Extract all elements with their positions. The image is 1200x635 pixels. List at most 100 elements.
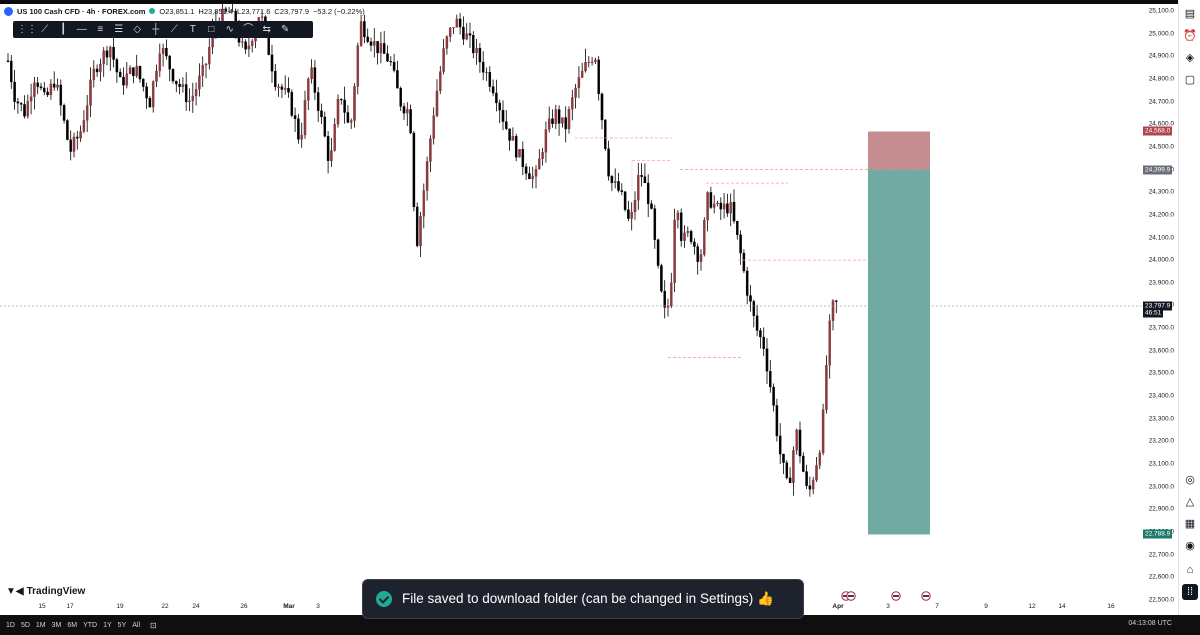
chart-area[interactable] — [0, 4, 1142, 601]
candle-body-up — [445, 36, 449, 49]
target-icon[interactable]: ◎ — [1185, 474, 1195, 486]
candle-body-down — [468, 33, 472, 36]
grid-icon[interactable]: ⋮⋮ — [17, 24, 37, 35]
candle-body-up — [439, 71, 442, 92]
range-button-1d[interactable]: 1D — [6, 621, 15, 629]
candle-body-down — [742, 252, 746, 272]
candle-body-down — [392, 61, 396, 71]
candle-body-up — [204, 63, 208, 66]
utc-clock[interactable]: 04:13:08 UTC — [1128, 620, 1172, 627]
symbol-legend[interactable]: US 100 Cash CFD · 4h · FOREX.com O23,851… — [4, 5, 365, 17]
time-axis[interactable]: 15 17 19 22 24 26 Mar 3 Apr 3 7 9 12 14 16 — [0, 601, 1178, 615]
candle-body-down — [656, 239, 660, 266]
candle-body-down — [458, 18, 462, 28]
candle-body-up — [125, 73, 129, 86]
text-icon[interactable]: T — [189, 24, 196, 35]
price-tick-label: 24,100.0 — [1148, 234, 1174, 241]
candle-body-down — [610, 176, 614, 184]
candle-body-up — [250, 40, 254, 46]
candle-body-up — [455, 18, 459, 28]
candle-body-up — [310, 67, 313, 80]
candle-body-up — [541, 152, 544, 159]
candle-body-down — [739, 234, 742, 254]
candle-body-up — [571, 97, 574, 110]
candle-body-down — [709, 192, 713, 208]
range-button-5d[interactable]: 5D — [20, 621, 30, 629]
tradingview-logo[interactable]: ▼◀ TradingView — [6, 586, 85, 597]
candle-body-up — [300, 134, 303, 140]
candle-body-up — [590, 61, 594, 63]
price-scale[interactable]: 25,100.0 25,000.0 24,900.0 24,800.0 24,700.0… — [1142, 4, 1178, 604]
candle-body-up — [99, 63, 102, 73]
trend-line-icon[interactable]: ⟋ — [41, 24, 49, 35]
candle-body-down — [802, 455, 805, 472]
watchlist-icon[interactable]: ▤ — [1184, 8, 1196, 20]
file-saved-toast: File saved to download folder (can be ch… — [362, 579, 804, 619]
symbol-name[interactable]: US 100 Cash CFD · 4h · FOREX.com — [17, 6, 146, 16]
candle-body-down — [557, 109, 561, 124]
candle-body-down — [640, 175, 643, 177]
horizontal-line-icon[interactable]: — — [76, 24, 87, 35]
eraser-icon[interactable]: ◇ — [133, 24, 142, 35]
range-button-5y[interactable]: 5Y — [117, 621, 127, 629]
candle-body-up — [231, 10, 234, 12]
price-tick-label: 23,500.0 — [1148, 369, 1174, 377]
calendar-icon[interactable]: ▦ — [1184, 518, 1196, 530]
candle-body-up — [373, 41, 376, 46]
candle-body-up — [208, 47, 211, 65]
price-tick-label: 22,500.0 — [1148, 596, 1174, 604]
candle-body-down — [551, 118, 554, 124]
pen-icon[interactable]: ✎ — [281, 24, 290, 35]
apps-grid-icon[interactable]: ⁞⁞ — [1182, 584, 1198, 600]
candle-body-down — [138, 66, 142, 80]
candle-body-up — [277, 86, 280, 88]
candle-body-up — [425, 161, 429, 191]
candle-body-down — [660, 265, 663, 292]
fib-retracement-icon[interactable]: ☰ — [114, 24, 124, 35]
path-icon[interactable]: ∿ — [225, 24, 234, 35]
tradingview-logo-text: TradingView — [26, 586, 86, 597]
range-button-all[interactable]: All — [132, 621, 141, 629]
price-tick-label: 24,500.0 — [1148, 143, 1174, 151]
candlestick-chart[interactable] — [0, 4, 1142, 601]
layers-icon[interactable]: ◈ — [1185, 52, 1195, 64]
candle-body-down — [402, 106, 406, 114]
measure-icon[interactable]: ⇆ — [262, 24, 271, 35]
range-button-ytd[interactable]: YTD — [83, 621, 98, 629]
candle-body-up — [85, 105, 89, 121]
candle-body-up — [188, 100, 191, 103]
rectangle-icon[interactable]: □ — [208, 24, 215, 35]
candle-body-down — [719, 202, 723, 210]
candle-body-down — [604, 119, 607, 149]
ideas-icon[interactable]: △ — [1185, 496, 1195, 508]
range-button-6m[interactable]: 6M — [67, 621, 78, 629]
candle-body-down — [607, 148, 610, 177]
price-tick-label: 23,600.0 — [1148, 347, 1174, 355]
candle-body-up — [49, 83, 53, 96]
candle-body-down — [287, 88, 290, 93]
vertical-line-icon[interactable]: ┃ — [60, 24, 67, 35]
drawing-toolbar[interactable]: ⋮⋮ ⟋ ┃ — ≡ ☰ ◇ ┼ ⟋ T □ ∿ ⌒ ⇆ ✎ — [13, 21, 313, 38]
parallel-channel-icon[interactable]: ≡ — [97, 24, 104, 35]
price-tick-label: 23,100.0 — [1148, 460, 1174, 468]
candle-body-down — [178, 83, 181, 88]
candle-body-up — [303, 100, 307, 136]
more-icon[interactable]: ⌂ — [1186, 564, 1194, 576]
candle-body-down — [769, 371, 772, 388]
candle-body-up — [531, 176, 534, 180]
candle-body-down — [749, 295, 752, 302]
range-button-1y[interactable]: 1Y — [103, 621, 112, 629]
range-button-1m[interactable]: 1M — [35, 621, 46, 629]
arc-icon[interactable]: ⌒ — [243, 24, 254, 35]
target-price-tag: 22,788.9 — [1143, 529, 1173, 539]
range-button-3m[interactable]: 3M — [51, 621, 62, 629]
alerts-icon[interactable]: ⏰ — [1183, 30, 1197, 42]
candle-body-down — [689, 231, 693, 243]
chat-icon[interactable]: ▢ — [1184, 74, 1196, 86]
candle-body-down — [46, 91, 49, 96]
price-tick-label: 24,600.0 — [1148, 120, 1174, 128]
notifications-icon[interactable]: ◉ — [1185, 540, 1195, 552]
ray-icon[interactable]: ⟋ — [170, 24, 178, 35]
cross-line-icon[interactable]: ┼ — [152, 24, 160, 35]
goto-date-icon[interactable]: ⊡ — [150, 620, 157, 630]
